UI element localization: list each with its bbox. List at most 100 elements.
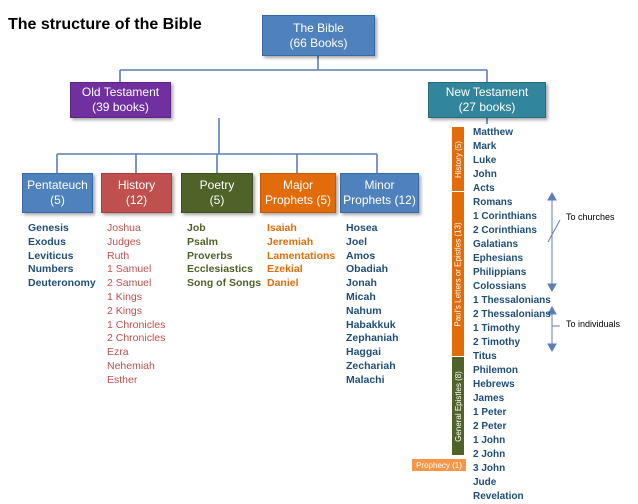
book-item: Obadiah bbox=[346, 263, 389, 276]
book-item: 1 Corinthians bbox=[473, 211, 537, 222]
category-count: (12) bbox=[125, 193, 148, 207]
nt-group-label: General Epistles (8) bbox=[453, 370, 463, 442]
book-item: Jude bbox=[473, 477, 497, 488]
book-item: 2 Peter bbox=[473, 421, 507, 432]
category-count: (5) bbox=[50, 193, 65, 207]
category-major-prophets: Major Prophets (5) bbox=[260, 173, 336, 213]
book-item: Philemon bbox=[473, 365, 519, 376]
book-item: Zechariah bbox=[346, 359, 396, 372]
book-item: James bbox=[473, 393, 505, 404]
nt-group-general-epistles: General Epistles (8) bbox=[452, 357, 464, 455]
pentateuch-book-list: Genesis Exodus Leviticus Numbers Deutero… bbox=[28, 222, 96, 291]
book-item: Titus bbox=[473, 351, 497, 362]
book-item: Amos bbox=[346, 249, 376, 262]
category-label: Poetry bbox=[199, 178, 235, 192]
note-to-churches: To churches bbox=[566, 212, 615, 222]
book-item: Luke bbox=[473, 155, 497, 166]
book-item: Acts bbox=[473, 183, 495, 194]
book-item: Jonah bbox=[346, 277, 377, 290]
new-testament-box: New Testament (27 books) bbox=[428, 82, 546, 118]
book-item: 1 John bbox=[473, 435, 506, 446]
bible-root-box: The Bible (66 Books) bbox=[262, 15, 375, 56]
book-item: Nahum bbox=[346, 304, 382, 317]
book-item: Ruth bbox=[107, 249, 130, 262]
book-item: Habakkuk bbox=[346, 318, 396, 331]
book-item: Micah bbox=[346, 290, 376, 303]
root-line2: (66 Books) bbox=[289, 35, 348, 50]
book-item: 3 John bbox=[473, 463, 506, 474]
connector-lines bbox=[56, 56, 561, 353]
category-count: Prophets (5) bbox=[264, 193, 332, 207]
book-item: Colossians bbox=[473, 281, 527, 292]
category-count: (5) bbox=[209, 193, 225, 207]
book-item: Zephaniah bbox=[346, 332, 399, 345]
nt-group-prophecy: Prophecy (1) bbox=[412, 459, 466, 471]
book-item: 1 Samuel bbox=[107, 263, 152, 276]
book-item: 2 Timothy bbox=[473, 337, 521, 348]
book-item: Proverbs bbox=[187, 249, 233, 262]
book-item: 2 Thessalonians bbox=[473, 309, 551, 320]
book-item: Matthew bbox=[473, 127, 513, 138]
book-item: Isaiah bbox=[267, 222, 297, 234]
history-book-list: Joshua Judges Ruth 1 Samuel 2 Samuel 1 K… bbox=[107, 222, 165, 388]
book-item: Ezekial bbox=[267, 263, 303, 276]
book-item: Genesis bbox=[28, 222, 69, 234]
book-item: Joel bbox=[346, 235, 368, 248]
book-item: Jeremiah bbox=[267, 235, 314, 248]
book-item: Numbers bbox=[28, 263, 74, 276]
old-testament-line2: (39 books) bbox=[92, 100, 149, 114]
book-item: Exodus bbox=[28, 235, 66, 248]
book-item: Mark bbox=[473, 141, 497, 152]
new-testament-line2: (27 books) bbox=[458, 100, 516, 114]
minor-prophets-book-list: Hosea Joel Amos Obadiah Jonah Micah Nahu… bbox=[346, 222, 399, 388]
book-item: Esther bbox=[107, 373, 138, 386]
book-item: 1 Chronicles bbox=[107, 318, 166, 331]
book-item: 2 Corinthians bbox=[473, 225, 537, 236]
book-item: Judges bbox=[107, 235, 141, 248]
book-item: Deuteronomy bbox=[28, 277, 96, 290]
book-item: Job bbox=[187, 222, 206, 234]
new-testament-line1: New Testament bbox=[445, 85, 529, 99]
new-testament-book-list: Matthew Mark Luke John Acts Romans 1 Cor… bbox=[473, 126, 551, 504]
note-to-individuals: To individuals bbox=[566, 319, 621, 329]
book-item: Hosea bbox=[346, 222, 378, 234]
book-item: 1 Thessalonians bbox=[473, 295, 551, 306]
category-label: Minor bbox=[364, 178, 395, 192]
book-item: Nehemiah bbox=[107, 359, 155, 372]
nt-group-label: Paul's Letters or Epistles (13) bbox=[453, 221, 463, 327]
category-minor-prophets: Minor Prophets (12) bbox=[340, 173, 419, 213]
category-history: History (12) bbox=[101, 173, 172, 213]
nt-group-history: History (5) bbox=[452, 127, 464, 191]
book-item: 2 Chronicles bbox=[107, 332, 166, 345]
book-item: Haggai bbox=[346, 346, 382, 359]
old-testament-box: Old Testament (39 books) bbox=[70, 82, 171, 118]
book-item: Psalm bbox=[187, 235, 218, 248]
book-item: Malachi bbox=[346, 373, 385, 386]
book-item: 1 Peter bbox=[473, 407, 507, 418]
book-item: 2 Kings bbox=[107, 304, 143, 317]
book-item: Joshua bbox=[107, 222, 141, 234]
category-count: Prophets (12) bbox=[343, 193, 416, 207]
book-item: Philippians bbox=[473, 267, 527, 278]
book-item: Romans bbox=[473, 197, 513, 208]
book-item: 2 John bbox=[473, 449, 506, 460]
nt-group-label: History (5) bbox=[453, 140, 463, 178]
book-item: Song of Songs bbox=[187, 277, 262, 290]
poetry-book-list: Job Psalm Proverbs Ecclesiastics Song of… bbox=[187, 222, 261, 291]
nt-group-label: Prophecy (1) bbox=[416, 460, 462, 470]
category-poetry: Poetry (5) bbox=[181, 173, 253, 213]
book-item: Hebrews bbox=[473, 379, 515, 390]
old-testament-line1: Old Testament bbox=[81, 85, 160, 99]
book-item: 1 Kings bbox=[107, 290, 143, 303]
book-item: Lamentations bbox=[267, 249, 336, 262]
major-prophets-book-list: Isaiah Jeremiah Lamentations Ezekial Dan… bbox=[267, 222, 335, 291]
nt-group-pauls-letters: Paul's Letters or Epistles (13) bbox=[452, 192, 464, 356]
book-item: Galatians bbox=[473, 239, 519, 250]
book-item: Leviticus bbox=[28, 249, 74, 262]
book-item: Ephesians bbox=[473, 253, 524, 264]
book-item: 1 Timothy bbox=[473, 323, 521, 334]
root-line1: The Bible bbox=[293, 20, 344, 35]
book-item: Ezra bbox=[107, 346, 129, 359]
book-item: Revelation bbox=[473, 491, 524, 502]
category-label: History bbox=[117, 178, 156, 192]
